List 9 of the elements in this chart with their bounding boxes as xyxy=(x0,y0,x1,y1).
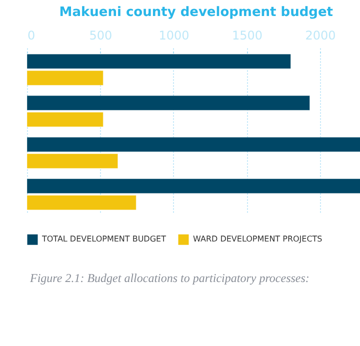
chart-title: Makueni county development budget xyxy=(59,5,333,20)
caption: Figure 2.1: Budget allocations to participatory processes: xyxy=(30,271,310,286)
x-tick-label: 2000 xyxy=(305,28,336,42)
legend-label: TOTAL DEVELOPMENT BUDGET xyxy=(41,234,166,244)
x-tick-label: 0 xyxy=(28,28,36,42)
x-tick-label: 1000 xyxy=(158,28,190,42)
legend-label: WARD DEVELOPMENT PROJECTS xyxy=(193,234,322,244)
x-tick-label: 1500 xyxy=(232,28,263,42)
x-tick-label: 500 xyxy=(89,28,112,42)
